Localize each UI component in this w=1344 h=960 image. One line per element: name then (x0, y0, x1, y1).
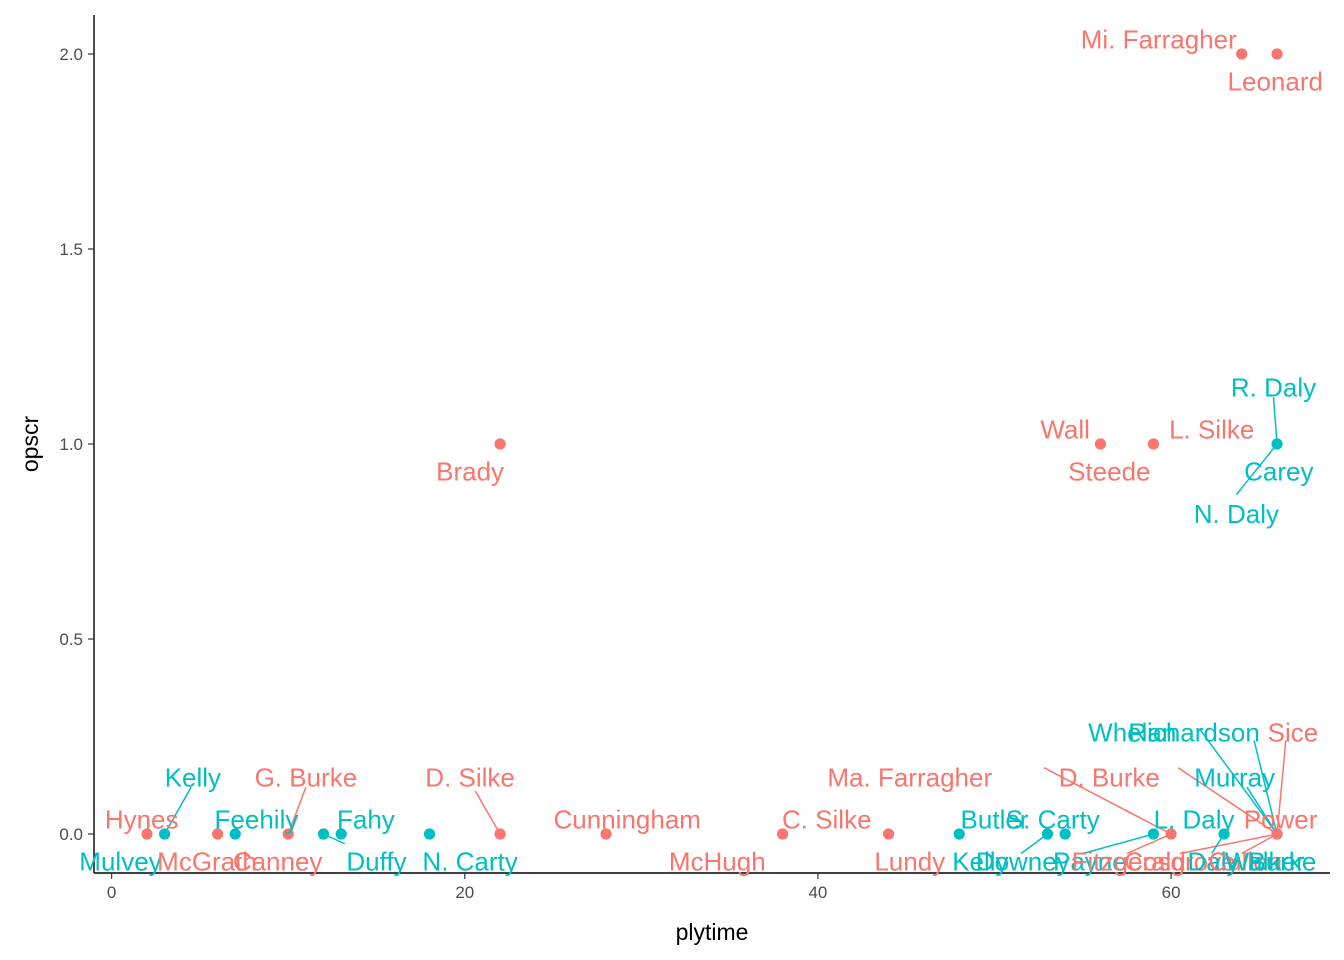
data-point (317, 828, 330, 840)
point-label: Payne (1053, 846, 1127, 876)
point-label: S. Carty (1006, 805, 1100, 835)
point-label: Ma. Farragher (827, 762, 992, 792)
data-point (141, 828, 153, 840)
point-label: Mulvey (79, 846, 161, 876)
data-point (494, 438, 506, 450)
point-label: Duffy (346, 846, 406, 876)
point-label: L. Silke (1169, 415, 1254, 445)
data-points (141, 48, 1283, 840)
point-label: Power (1244, 805, 1318, 835)
point-label: N. Carty (422, 846, 517, 876)
data-point (494, 828, 506, 840)
label-leader-line (1198, 728, 1278, 835)
point-label: N. Daly (1194, 499, 1279, 529)
label-leader-line (1272, 397, 1278, 445)
point-label: D. Silke (425, 762, 515, 792)
x-tick-label: 20 (455, 883, 474, 902)
y-axis-title: opscr (17, 416, 43, 473)
data-point (1147, 438, 1160, 450)
point-label: Richardson (1128, 718, 1260, 748)
point-label: Whelan (1088, 718, 1176, 748)
label-leader-line (474, 790, 501, 835)
data-point (1059, 828, 1071, 840)
data-point (1236, 48, 1248, 60)
data-point (953, 828, 965, 840)
point-label: Cullen (1208, 846, 1282, 876)
point-label: Steede (1068, 456, 1150, 486)
data-point (282, 828, 294, 840)
y-tick-label: 2.0 (59, 45, 83, 64)
point-label: Downey (976, 846, 1070, 876)
point-label: Kelly (165, 762, 221, 792)
data-point (1218, 828, 1230, 840)
x-tick-label: 0 (107, 883, 116, 902)
label-leader-line (1241, 833, 1278, 855)
point-label: L. Daly (1154, 805, 1235, 835)
label-leader-line (1276, 740, 1287, 835)
point-label: G. Burke (255, 762, 358, 792)
point-label: Brady (436, 456, 504, 486)
label-leader-line (1177, 767, 1278, 835)
data-point (229, 828, 241, 840)
data-point (1041, 828, 1054, 840)
label-leader-line (1179, 833, 1278, 855)
point-label: Cunningham (554, 805, 701, 835)
data-point (882, 828, 895, 840)
point-label: Mi. Farragher (1081, 25, 1237, 55)
point-labels: Mi. Farragher Leonard Brady Wall Steede L. Si… (79, 25, 1323, 877)
data-point (423, 828, 436, 840)
point-label: McGrath (157, 846, 257, 876)
data-point (1271, 48, 1283, 60)
label-leader-line (1246, 786, 1278, 835)
point-label: Walker (1225, 846, 1305, 876)
point-label: R. Daly (1231, 372, 1316, 402)
point-label: Canney (233, 846, 323, 876)
data-point (212, 828, 224, 840)
x-axis-title: plytime (676, 919, 749, 945)
point-label: Wall (1040, 415, 1090, 445)
label-leader-line (1253, 740, 1278, 835)
point-label: McHugh (669, 846, 766, 876)
data-point (335, 828, 347, 840)
point-label: Carey (1244, 456, 1313, 486)
y-tick-label: 0.0 (59, 825, 83, 844)
point-label: Sice (1268, 718, 1319, 748)
data-point (1094, 438, 1107, 450)
y-tick-label: 1.5 (59, 240, 83, 259)
point-label: Feehily (215, 805, 299, 835)
axes: 0 20 40 60 0.0 0.5 1.0 1.5 2.0 (59, 15, 1330, 902)
label-leader-line (287, 786, 307, 835)
point-label: Leonard (1228, 66, 1323, 96)
point-label: Fahy (337, 805, 395, 835)
point-label: Hynes (105, 805, 179, 835)
point-label: Burke (1248, 846, 1316, 876)
point-label: Murray (1194, 762, 1275, 792)
data-point (600, 828, 612, 840)
x-tick-label: 40 (808, 883, 827, 902)
data-point (1271, 438, 1283, 450)
data-point (159, 828, 171, 840)
point-label: Cosgrove (1124, 846, 1235, 876)
point-label: Lundy (874, 846, 945, 876)
point-label: Kelly (952, 846, 1008, 876)
label-leader-line (1082, 833, 1154, 855)
data-point (1271, 828, 1283, 840)
point-label: C. Silke (782, 805, 872, 835)
point-label: Daly (1187, 846, 1239, 876)
label-leader-line (1126, 833, 1172, 855)
data-point (777, 828, 789, 840)
label-leader-line (163, 786, 192, 835)
point-label: Butler (961, 805, 1029, 835)
x-tick-label: 60 (1162, 883, 1181, 902)
data-point (1165, 828, 1177, 840)
label-leader-line (1235, 443, 1278, 496)
data-point (1147, 828, 1160, 840)
y-tick-label: 0.5 (59, 630, 83, 649)
y-tick-label: 1.0 (59, 435, 83, 454)
label-leader-line (1043, 767, 1172, 835)
point-label: Fitzgerald (1072, 846, 1186, 876)
point-label: D. Burke (1059, 762, 1160, 792)
